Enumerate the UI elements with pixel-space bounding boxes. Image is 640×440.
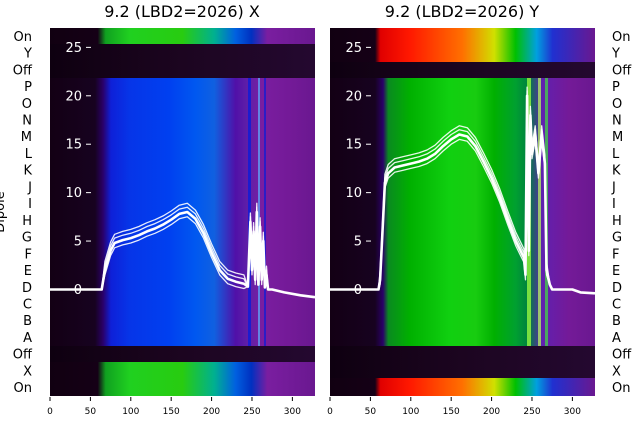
row-label-left: E — [24, 264, 32, 279]
x-tick-label: 250 — [523, 407, 540, 417]
y-axis-label: Dipole — [0, 191, 8, 232]
row-label-left: Off — [13, 348, 33, 363]
row-label-right: D — [612, 281, 622, 296]
row-label-left: P — [24, 80, 32, 95]
row-label-right: On — [612, 30, 630, 45]
row-label-right: C — [612, 298, 621, 313]
row-label-right: E — [612, 264, 620, 279]
row-label-left: M — [21, 130, 32, 145]
heatmap-stripe — [258, 78, 260, 346]
row-label-left: J — [27, 180, 32, 195]
heatmap-panel-y — [330, 28, 595, 396]
heatmap-band-dipoles — [330, 78, 595, 346]
row-label-right: P — [612, 80, 620, 95]
row-label-right: M — [612, 130, 623, 145]
heatmap-band-off-top — [330, 62, 595, 78]
heatmap-band-off-bottom — [330, 346, 595, 378]
row-label-left: X — [23, 364, 32, 379]
row-label-right: G — [612, 231, 622, 246]
x-tick-label: 200 — [203, 407, 220, 417]
heatmap-band-on-bottom — [50, 362, 315, 396]
row-label-left: N — [22, 114, 32, 129]
x-tick-label: 150 — [443, 407, 460, 417]
row-label-right: Off — [612, 348, 632, 363]
x-tick-label: 100 — [122, 407, 139, 417]
row-label-left: K — [23, 164, 32, 179]
row-label-left: Y — [23, 47, 32, 62]
row-label-left: B — [23, 314, 32, 329]
overlay-y-tick-label: 20 — [65, 89, 82, 104]
heatmap-stripe — [538, 78, 541, 346]
overlay-y-tick-label: 25 — [345, 41, 362, 56]
row-label-right: J — [611, 180, 616, 195]
overlay-y-tick-label: 20 — [345, 89, 362, 104]
row-label-left: C — [23, 298, 32, 313]
row-label-left: O — [22, 97, 32, 112]
heatmap-band-on-top — [50, 28, 315, 44]
x-tick-label: 300 — [284, 407, 301, 417]
row-label-right: Y — [611, 47, 620, 62]
overlay-y-tick-label: 5 — [74, 235, 82, 250]
row-label-right: L — [612, 147, 620, 162]
row-label-right: K — [612, 164, 621, 179]
x-tick-label: 250 — [243, 407, 260, 417]
row-label-right: F — [612, 247, 619, 262]
row-label-left: L — [25, 147, 33, 162]
row-label-right: B — [612, 314, 621, 329]
row-label-left: I — [28, 197, 32, 212]
heatmap-stripe — [264, 78, 266, 346]
overlay-y-tick-label: 10 — [345, 186, 362, 201]
row-label-right: H — [612, 214, 622, 229]
row-label-left: On — [14, 30, 32, 45]
x-tick-label: 300 — [564, 407, 581, 417]
chart-title-y: 9.2 (LBD2=2026) Y — [385, 2, 540, 21]
row-label-right: N — [612, 114, 622, 129]
overlay-y-tick-label: 25 — [65, 41, 82, 56]
row-label-right: Off — [612, 63, 632, 78]
row-label-left: F — [25, 247, 32, 262]
overlay-y-tick-label: 5 — [354, 235, 362, 250]
x-tick-label: 0 — [327, 407, 333, 417]
row-label-left: G — [22, 231, 32, 246]
x-tick-label: 200 — [483, 407, 500, 417]
row-label-right: X — [612, 364, 621, 379]
chart-title-x: 9.2 (LBD2=2026) X — [104, 2, 260, 21]
heatmap-band-off-top — [50, 44, 315, 78]
row-label-right: I — [612, 197, 616, 212]
heatmap-band-off-bottom — [50, 346, 315, 362]
x-tick-label: 0 — [47, 407, 53, 417]
overlay-trace — [330, 86, 596, 294]
row-label-right: O — [612, 97, 622, 112]
x-tick-label: 100 — [402, 407, 419, 417]
row-label-right: On — [612, 381, 630, 396]
x-tick-label: 50 — [365, 407, 377, 417]
row-label-left: Off — [13, 63, 33, 78]
overlay-y-tick-label: 15 — [345, 138, 362, 153]
heatmap-band-on-top — [330, 28, 595, 62]
row-label-right: A — [612, 331, 621, 346]
heatmap-band-on-bottom — [330, 378, 595, 396]
row-label-left: H — [22, 214, 32, 229]
overlay-trace — [50, 202, 316, 298]
row-label-left: A — [23, 331, 32, 346]
overlay-y-tick-label: 15 — [65, 138, 82, 153]
x-tick-label: 150 — [163, 407, 180, 417]
x-tick-label: 50 — [85, 407, 97, 417]
row-label-left: On — [14, 381, 32, 396]
overlay-y-tick-label: 10 — [65, 186, 82, 201]
row-label-left: D — [22, 281, 32, 296]
heatmap-stripe — [248, 78, 251, 346]
